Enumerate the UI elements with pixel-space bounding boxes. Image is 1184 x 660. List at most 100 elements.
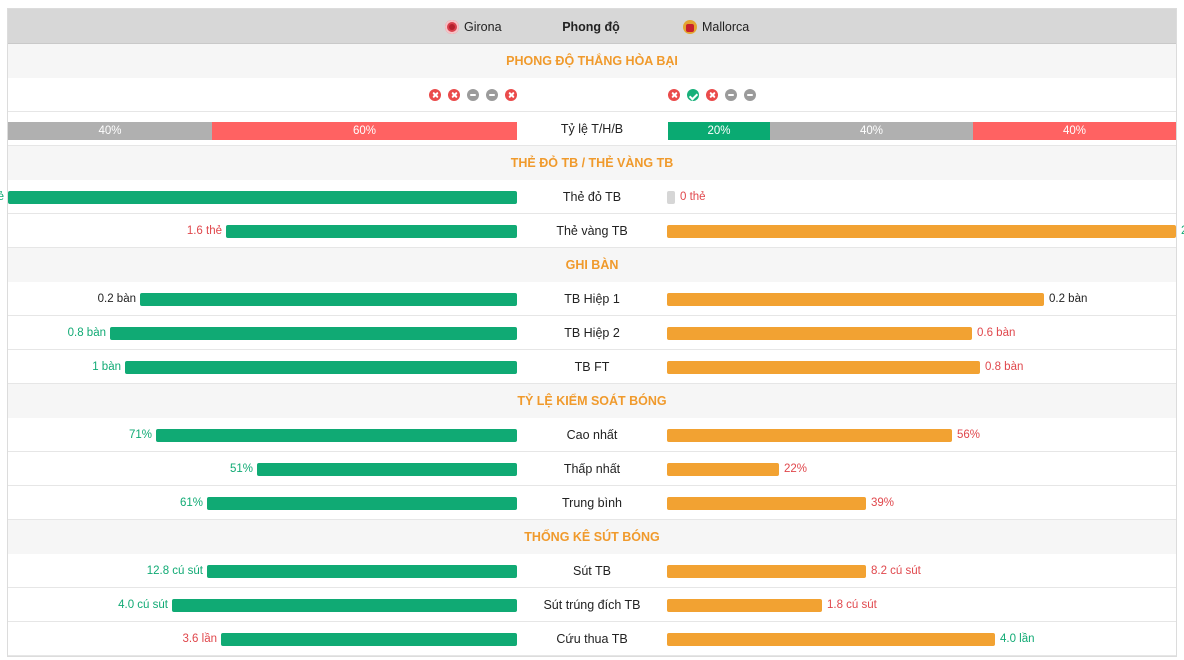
home-bar	[125, 361, 517, 374]
stat-row: Cứu thua TB 3.6 lần 4.0 lần	[8, 622, 1176, 656]
home-value: 3.6 lần	[182, 633, 217, 645]
home-value: 0.8 bàn	[67, 327, 106, 339]
away-bar	[667, 565, 866, 578]
draw-ratio-segment: 40%	[8, 122, 212, 140]
away-value: 39%	[871, 497, 895, 509]
stat-label: TB FT	[574, 360, 610, 374]
away-value: 0 thẻ	[680, 191, 706, 203]
away-team[interactable]: Mallorca	[683, 9, 749, 44]
home-value: 51%	[229, 463, 253, 475]
header-center-title: Phong độ	[562, 19, 620, 34]
stat-label: TB Hiệp 2	[564, 326, 620, 340]
stat-label: Thẻ vàng TB	[556, 224, 628, 238]
away-bar	[667, 293, 1044, 306]
home-bar	[257, 463, 517, 476]
home-value: 1 bàn	[92, 361, 121, 373]
section-title-shots: THỐNG KÊ SÚT BÓNG	[8, 520, 1176, 554]
teams-header: Girona Phong độ Mallorca	[8, 9, 1176, 44]
home-value: 12.8 cú sút	[146, 565, 203, 577]
away-value: 4.0 lần	[1000, 633, 1035, 645]
stat-label: Thấp nhất	[563, 462, 621, 476]
home-bar	[156, 429, 517, 442]
stat-row: Cao nhất 71% 56%	[8, 418, 1176, 452]
ratio-row: Tỷ lệ T/H/B 40% 60% 20% 40% 40%	[8, 112, 1176, 146]
away-bar	[667, 463, 779, 476]
home-bar	[207, 497, 517, 510]
away-value: 56%	[957, 429, 981, 441]
girona-logo-icon	[445, 19, 459, 34]
stat-row: Sút trúng đích TB 4.0 cú sút 1.8 cú sút	[8, 588, 1176, 622]
away-value: 1.8 cú sút	[827, 599, 877, 611]
stat-row: TB Hiệp 2 0.8 bàn 0.6 bàn	[8, 316, 1176, 350]
stat-label: Sút TB	[573, 564, 611, 578]
stat-row: TB FT 1 bàn 0.8 bàn	[8, 350, 1176, 384]
home-bar	[226, 225, 517, 238]
section-title-possession: TỶ LỆ KIỂM SOÁT BÓNG	[8, 384, 1176, 418]
stat-row: Thẻ vàng TB 1.6 thẻ 2.8 thẻ	[8, 214, 1184, 248]
win-ratio-segment: 20%	[668, 122, 770, 140]
form-icons-row	[8, 78, 1176, 112]
draw-ratio-segment: 40%	[770, 122, 973, 140]
stat-label: TB Hiệp 1	[564, 292, 620, 306]
away-bar	[667, 599, 822, 612]
away-bar	[667, 191, 675, 204]
loss-ratio-segment: 60%	[212, 122, 517, 140]
home-bar	[140, 293, 517, 306]
stat-row: Thấp nhất 51% 22%	[8, 452, 1176, 486]
draw-icon	[744, 89, 756, 101]
away-value: 0.6 bàn	[977, 327, 1016, 339]
section-title-form: PHONG ĐỘ THẮNG HÒA BẠI	[8, 44, 1176, 78]
away-form-icons	[668, 78, 756, 112]
stat-label: Cao nhất	[566, 428, 618, 442]
away-bar	[667, 225, 1176, 238]
loss-icon	[706, 89, 718, 101]
stat-label: Sút trúng đích TB	[543, 598, 641, 612]
draw-icon	[486, 89, 498, 101]
home-value: 1.6 thẻ	[186, 225, 222, 237]
home-bar	[172, 599, 517, 612]
stat-row: Sút TB 12.8 cú sút 8.2 cú sút	[8, 554, 1176, 588]
form-comparison-panel: Girona Phong độ Mallorca PHONG ĐỘ THẮNG …	[0, 8, 1184, 657]
home-value: 61%	[179, 497, 203, 509]
section-title-goals: GHI BÀN	[8, 248, 1176, 282]
home-bar	[110, 327, 517, 340]
home-value: 0.2 thẻ	[0, 191, 4, 203]
mallorca-logo-icon	[683, 19, 697, 34]
home-value: 71%	[128, 429, 152, 441]
away-value: 22%	[784, 463, 808, 475]
home-team-name: Girona	[464, 19, 502, 34]
home-team[interactable]: Girona	[445, 9, 502, 44]
away-value: 2.8 thẻ	[1181, 214, 1184, 248]
away-bar	[667, 429, 952, 442]
loss-icon	[668, 89, 680, 101]
home-bar	[207, 565, 517, 578]
home-value: 4.0 cú sút	[118, 599, 168, 611]
away-value: 8.2 cú sút	[871, 565, 921, 577]
away-bar	[667, 497, 866, 510]
loss-icon	[505, 89, 517, 101]
draw-icon	[467, 89, 479, 101]
home-form-icons	[429, 78, 517, 112]
home-value: 0.2 bàn	[97, 293, 136, 305]
stat-label: Thẻ đỏ TB	[562, 190, 622, 204]
stat-row: Trung bình 61% 39%	[8, 486, 1176, 520]
stat-row: Thẻ đỏ TB 0.2 thẻ 0 thẻ	[0, 180, 1176, 214]
away-bar	[667, 633, 995, 646]
stat-row: TB Hiệp 1 0.2 bàn 0.2 bàn	[8, 282, 1176, 316]
away-team-name: Mallorca	[702, 19, 750, 34]
stat-label: Trung bình	[562, 496, 622, 510]
stat-label: Cứu thua TB	[556, 632, 628, 646]
loss-icon	[448, 89, 460, 101]
win-icon	[687, 89, 699, 101]
away-value: 0.8 bàn	[985, 361, 1024, 373]
away-bar	[667, 361, 980, 374]
home-bar	[221, 633, 517, 646]
away-bar	[667, 327, 972, 340]
ratio-label: Tỷ lệ T/H/B	[560, 122, 624, 136]
loss-icon	[429, 89, 441, 101]
draw-icon	[725, 89, 737, 101]
away-value: 0.2 bàn	[1049, 293, 1088, 305]
section-title-cards: THẺ ĐỎ TB / THẺ VÀNG TB	[8, 146, 1176, 180]
home-bar	[8, 191, 517, 204]
loss-ratio-segment: 40%	[973, 122, 1176, 140]
